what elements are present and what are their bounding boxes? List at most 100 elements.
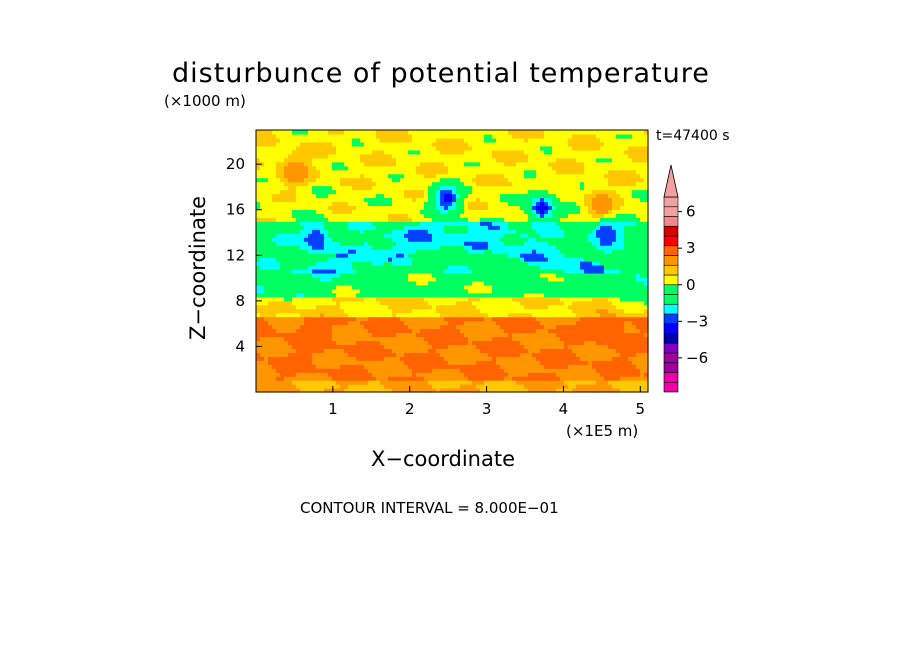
field-cell — [484, 276, 489, 282]
field-cell — [340, 213, 345, 218]
field-cell — [256, 272, 261, 278]
field-cell — [416, 221, 421, 226]
field-cell — [528, 336, 533, 341]
field-cell — [408, 324, 413, 330]
field-cell — [400, 300, 405, 306]
field-cell — [284, 137, 289, 143]
field-cell — [308, 264, 313, 270]
field-cell — [412, 165, 417, 171]
field-cell — [464, 130, 469, 135]
field-cell — [548, 340, 553, 345]
field-cell — [448, 292, 453, 298]
field-cell — [524, 264, 529, 270]
field-cell — [512, 384, 517, 389]
field-cell — [460, 237, 465, 242]
field-cell — [444, 264, 449, 270]
field-cell — [316, 360, 321, 365]
field-cell — [384, 364, 389, 369]
field-cell — [296, 149, 301, 155]
field-cell — [348, 261, 353, 266]
field-cell — [504, 360, 509, 365]
field-cell — [516, 380, 521, 385]
field-cell — [356, 225, 361, 230]
field-cell — [400, 288, 405, 294]
field-cell — [356, 209, 361, 214]
field-cell — [528, 308, 533, 314]
field-cell — [280, 241, 285, 246]
field-cell — [260, 288, 265, 294]
field-cell — [428, 161, 433, 167]
field-cell — [256, 384, 261, 389]
field-cell — [492, 272, 497, 278]
field-cell — [308, 280, 313, 286]
field-cell — [412, 205, 417, 210]
field-cell — [356, 201, 361, 207]
field-cell — [468, 177, 473, 183]
field-cell — [316, 169, 321, 175]
field-cell — [556, 364, 561, 369]
field-cell — [308, 225, 313, 230]
field-cell — [552, 157, 557, 163]
field-cell — [400, 264, 405, 270]
field-cell — [436, 348, 441, 353]
field-cell — [548, 169, 553, 175]
field-cell — [416, 169, 421, 175]
field-cell — [356, 344, 361, 349]
field-cell — [384, 304, 389, 310]
field-cell — [356, 272, 361, 278]
field-cell — [372, 141, 377, 147]
field-cell — [304, 384, 309, 389]
field-cell — [276, 336, 281, 341]
field-cell — [472, 157, 477, 163]
field-cell — [264, 264, 269, 270]
field-cell — [500, 253, 505, 258]
field-cell — [412, 328, 417, 334]
field-cell — [508, 340, 513, 345]
field-cell — [256, 177, 261, 183]
field-cell — [440, 308, 445, 314]
field-cell — [444, 257, 449, 262]
field-cell — [268, 312, 273, 318]
field-cell — [532, 312, 537, 318]
field-cell — [476, 344, 481, 349]
field-cell — [272, 149, 277, 155]
field-cell — [356, 368, 361, 373]
field-cell — [508, 316, 513, 322]
field-cell — [448, 157, 453, 163]
field-cell — [344, 237, 349, 242]
field-cell — [360, 304, 365, 310]
field-cell — [284, 332, 289, 338]
field-cell — [288, 193, 293, 199]
field-cell — [392, 249, 397, 254]
field-cell — [448, 249, 453, 254]
field-cell — [420, 316, 425, 322]
field-cell — [472, 201, 477, 207]
field-cell — [344, 316, 349, 322]
field-cell — [348, 388, 353, 393]
field-cell — [320, 284, 325, 290]
field-cell — [452, 280, 457, 286]
field-cell — [552, 189, 557, 195]
field-cell — [308, 324, 313, 330]
field-cell — [436, 137, 441, 143]
field-cell — [496, 261, 501, 266]
field-cell — [460, 320, 465, 326]
field-cell — [532, 348, 537, 353]
field-cell — [384, 376, 389, 381]
field-cell — [332, 292, 337, 298]
field-cell — [280, 213, 285, 218]
field-cell — [496, 153, 501, 159]
field-cell — [312, 137, 317, 143]
field-cell — [340, 284, 345, 290]
field-cell — [340, 209, 345, 214]
field-cell — [552, 161, 557, 167]
field-cell — [452, 197, 457, 203]
field-cell — [420, 145, 425, 151]
field-cell — [344, 173, 349, 179]
field-cell — [436, 320, 441, 326]
field-cell — [412, 284, 417, 290]
field-cell — [280, 288, 285, 294]
field-cell — [520, 177, 525, 183]
field-cell — [324, 169, 329, 175]
field-cell — [260, 237, 265, 242]
